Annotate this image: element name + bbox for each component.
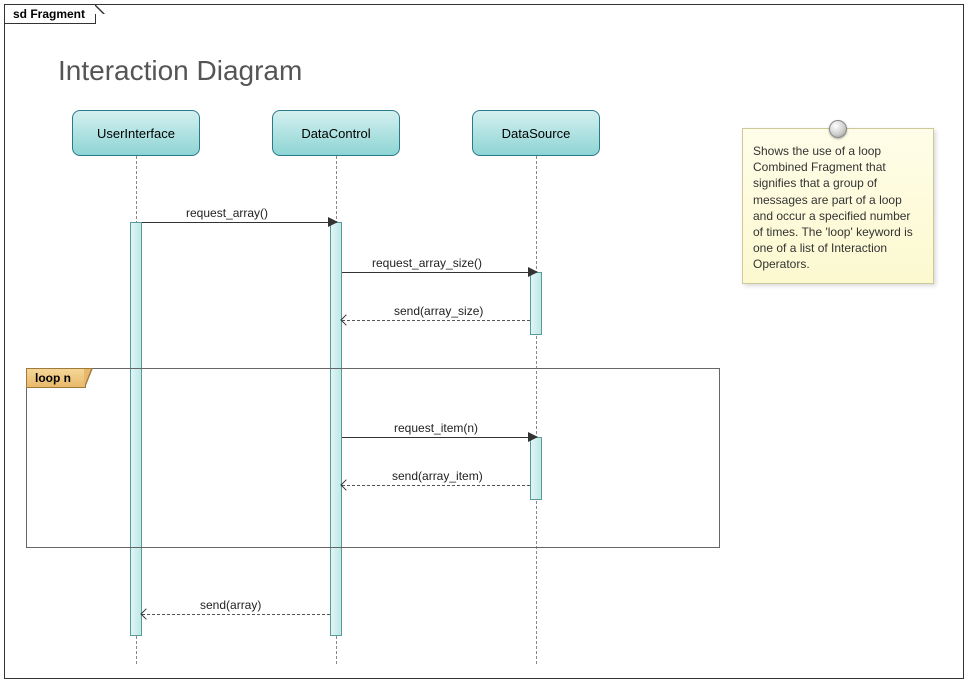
message-line-3 bbox=[342, 437, 530, 438]
sd-frame-label: sd Fragment bbox=[4, 4, 96, 24]
activation-ds-2 bbox=[530, 272, 542, 335]
message-label-0: request_array() bbox=[186, 206, 268, 220]
arrow-head-0 bbox=[328, 217, 338, 227]
message-line-5 bbox=[142, 614, 330, 615]
sd-frame: sd Fragment bbox=[4, 4, 964, 679]
message-line-1 bbox=[342, 272, 530, 273]
message-label-4: send(array_item) bbox=[392, 469, 483, 483]
message-label-1: request_array_size() bbox=[372, 256, 482, 270]
pin-icon bbox=[829, 120, 847, 138]
lifeline-head-dc: DataControl bbox=[272, 110, 400, 156]
message-label-3: request_item(n) bbox=[394, 421, 478, 435]
arrow-head-3 bbox=[528, 432, 538, 442]
lifeline-head-ds: DataSource bbox=[472, 110, 600, 156]
lifeline-head-ui: UserInterface bbox=[72, 110, 200, 156]
message-label-2: send(array_size) bbox=[394, 304, 483, 318]
message-line-4 bbox=[342, 485, 530, 486]
diagram-title: Interaction Diagram bbox=[58, 55, 302, 87]
arrow-head-1 bbox=[528, 267, 538, 277]
message-label-5: send(array) bbox=[200, 598, 261, 612]
loop-fragment: loop n bbox=[26, 368, 720, 548]
message-line-2 bbox=[342, 320, 530, 321]
loop-fragment-label: loop n bbox=[26, 368, 86, 388]
message-line-0 bbox=[142, 222, 330, 223]
note-text: Shows the use of a loop Combined Fragmen… bbox=[753, 144, 913, 271]
note-sticky: Shows the use of a loop Combined Fragmen… bbox=[742, 128, 934, 284]
